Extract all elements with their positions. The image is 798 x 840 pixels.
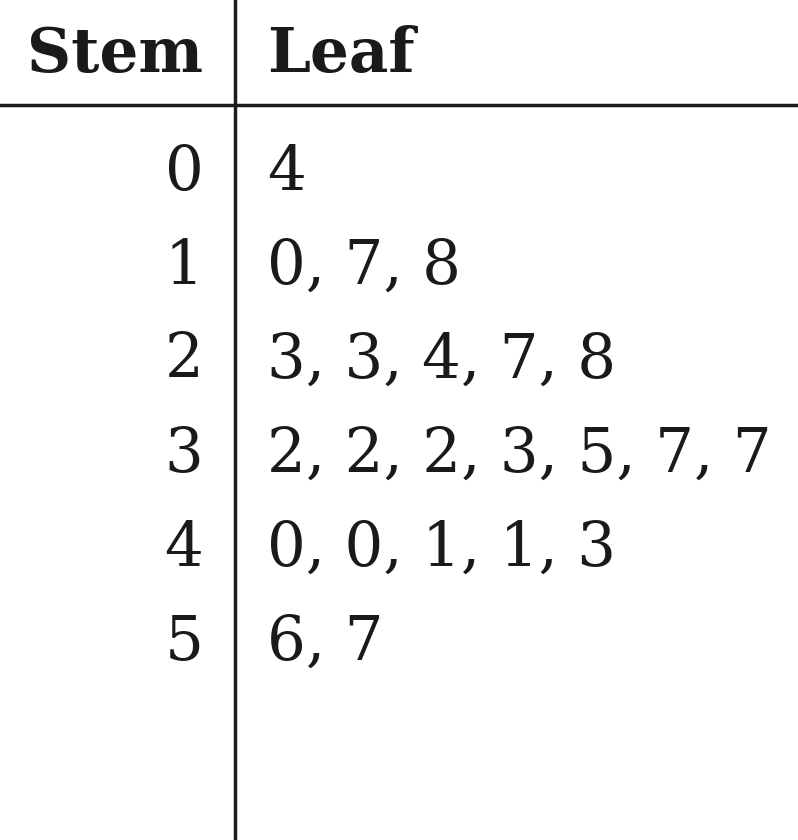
Text: 0: 0 xyxy=(164,142,203,202)
Text: 0, 7, 8: 0, 7, 8 xyxy=(267,236,461,297)
Text: Leaf: Leaf xyxy=(267,24,415,85)
Text: 5: 5 xyxy=(164,612,203,673)
Text: 3, 3, 4, 7, 8: 3, 3, 4, 7, 8 xyxy=(267,330,616,391)
Text: Stem: Stem xyxy=(27,24,203,85)
Text: 4: 4 xyxy=(164,518,203,579)
Text: 6, 7: 6, 7 xyxy=(267,612,384,673)
Text: 4: 4 xyxy=(267,142,306,202)
Text: 2, 2, 2, 3, 5, 7, 7: 2, 2, 2, 3, 5, 7, 7 xyxy=(267,424,772,485)
Text: 1: 1 xyxy=(164,236,203,297)
Text: 3: 3 xyxy=(164,424,203,485)
Text: 2: 2 xyxy=(164,330,203,391)
Text: 0, 0, 1, 1, 3: 0, 0, 1, 1, 3 xyxy=(267,518,616,579)
